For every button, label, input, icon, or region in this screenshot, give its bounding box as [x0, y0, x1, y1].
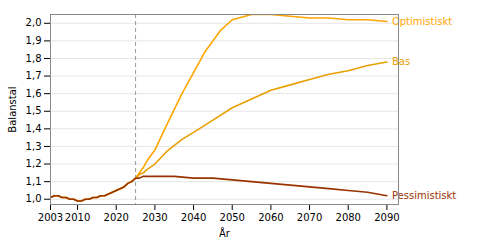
- svg-text:1,1: 1,1: [26, 176, 42, 187]
- svg-text:2030: 2030: [142, 212, 167, 223]
- svg-text:2040: 2040: [181, 212, 206, 223]
- svg-text:1,6: 1,6: [26, 88, 42, 99]
- svg-text:Optimistiskt: Optimistiskt: [392, 16, 452, 27]
- svg-text:1,7: 1,7: [26, 70, 42, 81]
- svg-text:Pessimistiskt: Pessimistiskt: [392, 190, 456, 201]
- svg-text:1,9: 1,9: [26, 35, 42, 46]
- svg-text:1,2: 1,2: [26, 158, 42, 169]
- svg-text:2,0: 2,0: [26, 17, 42, 28]
- svg-text:1,5: 1,5: [26, 105, 42, 116]
- svg-text:1,4: 1,4: [26, 123, 42, 134]
- svg-text:Balanstal: Balanstal: [7, 86, 18, 132]
- svg-text:1,8: 1,8: [26, 53, 42, 64]
- svg-text:Bas: Bas: [392, 56, 410, 67]
- svg-text:2003: 2003: [38, 212, 63, 223]
- svg-text:1,0: 1,0: [26, 193, 42, 204]
- svg-text:1,3: 1,3: [26, 141, 42, 152]
- svg-text:2080: 2080: [336, 212, 361, 223]
- svg-text:2050: 2050: [220, 212, 245, 223]
- svg-text:2060: 2060: [258, 212, 283, 223]
- svg-text:2020: 2020: [104, 212, 129, 223]
- svg-text:2070: 2070: [297, 212, 322, 223]
- svg-text:2010: 2010: [65, 212, 90, 223]
- svg-text:År: År: [219, 227, 231, 239]
- svg-text:2090: 2090: [374, 212, 399, 223]
